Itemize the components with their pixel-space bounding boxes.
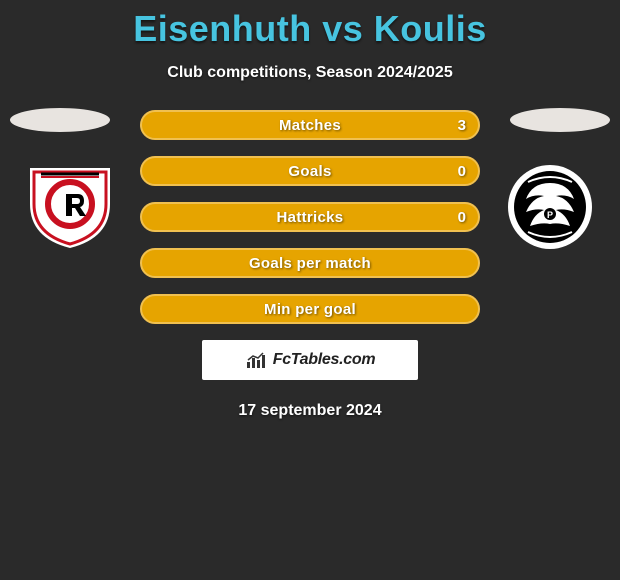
stat-bars: Matches 3 Goals 0 Hattricks 0 Goals per … (140, 110, 480, 324)
stat-right-value: 0 (458, 209, 466, 226)
left-club-crest (20, 164, 120, 250)
brand-chart-icon (245, 351, 267, 369)
left-disc (10, 108, 110, 132)
stat-right-value: 0 (458, 163, 466, 180)
stat-label: Min per goal (264, 301, 356, 318)
stat-bar-matches: Matches 3 (140, 110, 480, 140)
stat-label: Matches (279, 117, 341, 134)
stat-bar-goals: Goals 0 (140, 156, 480, 186)
stat-label: Hattricks (277, 209, 344, 226)
page-title: Eisenhuth vs Koulis (0, 0, 620, 50)
right-disc (510, 108, 610, 132)
stat-bar-hattricks: Hattricks 0 (140, 202, 480, 232)
crest-right-svg: P (500, 164, 600, 250)
stat-label: Goals per match (249, 255, 371, 272)
right-club-crest: P (500, 164, 600, 250)
stat-right-value: 3 (458, 117, 466, 134)
svg-text:P: P (547, 210, 553, 220)
brand-text: FcTables.com (273, 351, 376, 369)
stat-label: Goals (288, 163, 331, 180)
date-text: 17 september 2024 (0, 402, 620, 420)
comparison-area: P Matches 3 Goals 0 Hattricks 0 Goals pe… (0, 110, 620, 420)
subtitle: Club competitions, Season 2024/2025 (0, 64, 620, 82)
brand-box[interactable]: FcTables.com (202, 340, 418, 380)
stat-bar-min-per-goal: Min per goal (140, 294, 480, 324)
crest-left-svg (20, 164, 120, 250)
stat-bar-goals-per-match: Goals per match (140, 248, 480, 278)
